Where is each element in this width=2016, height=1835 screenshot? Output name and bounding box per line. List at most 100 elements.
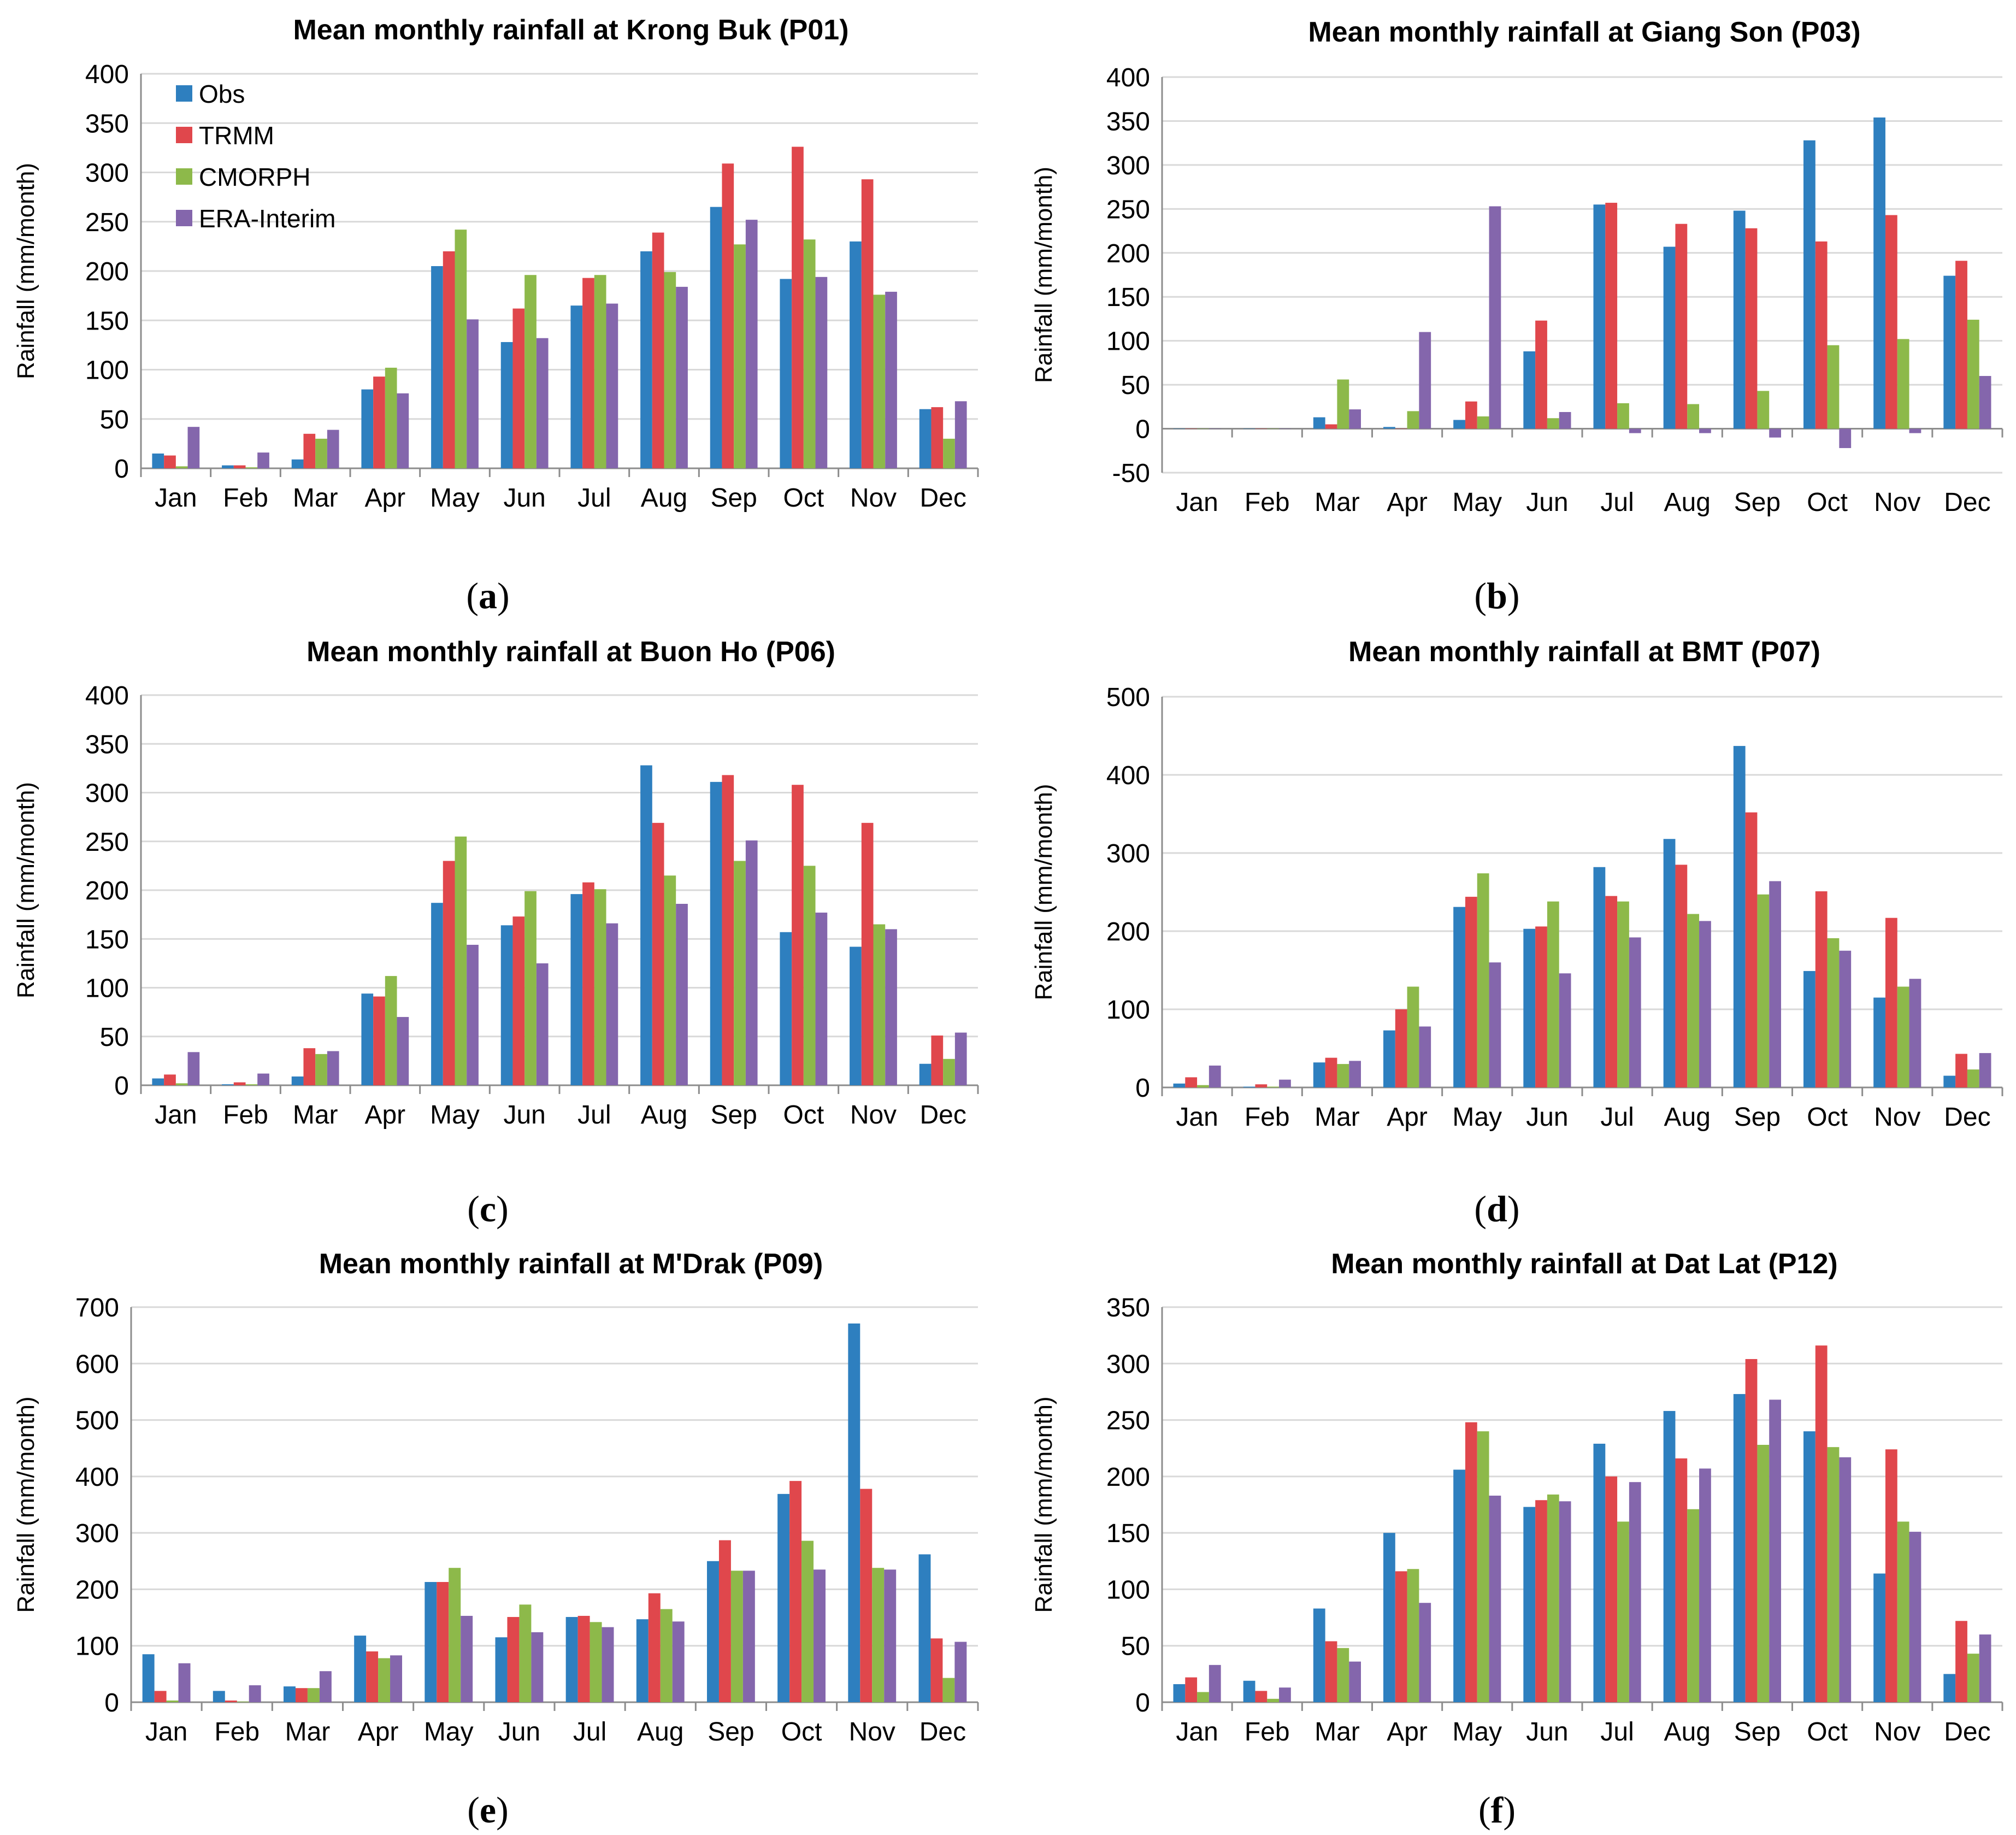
bar-cmorph-sep [730,1571,743,1702]
bar-trmm-may [443,861,455,1085]
bar-era-interim-mar [319,1671,332,1702]
bar-trmm-jan [1185,1677,1198,1702]
y-tick-label: 200 [1106,239,1150,268]
bar-cmorph-mar [315,438,327,468]
x-tick-label: Jan [155,1101,197,1130]
bar-trmm-may [443,251,455,468]
bar-obs-dec [1943,1075,1956,1087]
bar-obs-jan [152,1078,164,1085]
bar-era-interim-nov [1909,1532,1921,1702]
x-tick-label: May [424,1718,474,1746]
y-tick-label: 300 [1106,839,1150,868]
bar-obs-jan [1173,1083,1186,1087]
x-tick-label: Apr [1387,1718,1428,1746]
bar-era-interim-mar [327,1051,339,1085]
bar-cmorph-apr [378,1658,391,1702]
bar-trmm-dec [1955,1621,1967,1702]
bar-trmm-jul [1605,896,1618,1087]
bar-era-interim-jun [1559,411,1571,429]
legend-label: CMORPH [199,163,310,191]
bar-cmorph-jun [1547,1494,1559,1702]
x-tick-label: Oct [781,1718,822,1746]
bar-trmm-mar [1325,1641,1337,1702]
bar-trmm-feb [233,1082,246,1085]
bar-trmm-dec [930,1638,943,1702]
x-tick-label: Nov [1874,1718,1920,1746]
bar-obs-dec [919,1063,932,1085]
y-axis-label: Rainfall (mm/month) [13,1396,39,1613]
bar-cmorph-aug [664,272,676,468]
bar-era-interim-apr [397,1017,409,1085]
x-tick-label: Apr [358,1718,399,1746]
bar-era-interim-may [1489,1495,1501,1702]
y-tick-label: 350 [85,109,129,138]
bar-cmorph-nov [1897,986,1909,1087]
chart-panel-d: 0 100 200 300 400 500 Jan Feb Mar Apr May Jun Jul Aug… [1030,636,2003,1230]
y-tick-label: 0 [104,1689,119,1718]
bar-obs-feb [222,1084,234,1085]
bar-obs-nov [1873,1573,1885,1702]
bar-era-interim-feb [1279,428,1291,430]
bar-obs-mar [1313,1608,1325,1702]
y-tick-label: 200 [1106,1463,1150,1492]
bar-trmm-aug [648,1593,661,1702]
bar-cmorph-aug [1687,914,1700,1087]
chart-title: Mean monthly rainfall at BMT (P07) [1348,636,1820,668]
bar-era-interim-oct [1839,1457,1852,1702]
legend-swatch-obs [176,85,192,102]
bar-obs-dec [918,1554,931,1702]
bar-obs-jun [500,342,513,468]
y-tick-label: 200 [1106,918,1150,946]
bar-cmorph-sep [1757,894,1770,1087]
bar-obs-apr [361,993,374,1085]
x-tick-label: Aug [1664,488,1711,517]
y-tick-label: -50 [1112,459,1150,488]
y-tick-label: 100 [1106,327,1150,356]
y-axis-label: Rainfall (mm/month) [13,782,39,998]
bar-era-interim-jun [1559,1501,1571,1702]
caption-letter: c [480,1188,496,1230]
x-tick-label: Apr [364,484,405,513]
legend-swatch-trmm [176,127,192,143]
bar-trmm-nov [860,1489,873,1702]
bar-trmm-may [1465,401,1477,429]
x-tick-label: May [1452,1718,1502,1746]
bar-era-interim-sep [1769,428,1781,438]
bar-cmorph-oct [803,239,816,468]
bar-trmm-mar [1325,1057,1337,1087]
bar-obs-sep [710,781,722,1085]
bar-cmorph-jan [1197,428,1209,430]
caption-letter: b [1487,575,1507,616]
bar-obs-jun [495,1637,508,1702]
bar-era-interim-sep [1769,881,1781,1087]
x-tick-label: Sep [710,1101,757,1130]
y-tick-label: 150 [85,307,129,336]
caption-letter: e [480,1789,496,1831]
bar-obs-feb [222,465,234,468]
x-tick-label: Nov [1874,488,1920,517]
chart-panel-c: 0 50 100 150 200 250 300 350 400 Jan Feb Mar Apr May J… [13,636,979,1230]
bar-era-interim-may [1489,962,1501,1087]
bar-trmm-may [1465,897,1477,1087]
bar-cmorph-aug [664,875,676,1085]
y-tick-label: 300 [75,1519,119,1548]
x-tick-label: Jul [577,484,611,513]
bar-era-interim-may [461,1615,473,1702]
bar-trmm-jun [1535,926,1547,1087]
bar-trmm-sep [1745,228,1758,429]
bar-cmorph-oct [1827,938,1840,1087]
bar-cmorph-dec [942,1678,955,1702]
bar-trmm-aug [1675,1458,1688,1702]
bar-cmorph-jul [594,889,606,1085]
y-tick-label: 500 [75,1407,119,1436]
bar-era-interim-jul [1629,1482,1641,1702]
bar-trmm-oct [792,146,804,468]
bar-cmorph-apr [1407,1569,1419,1702]
bar-cmorph-dec [1967,1069,1979,1087]
x-tick-label: May [1452,488,1502,517]
bar-cmorph-sep [734,861,746,1085]
bar-obs-jun [1523,928,1536,1087]
bar-cmorph-jun [524,275,537,468]
bar-obs-aug [640,765,652,1085]
